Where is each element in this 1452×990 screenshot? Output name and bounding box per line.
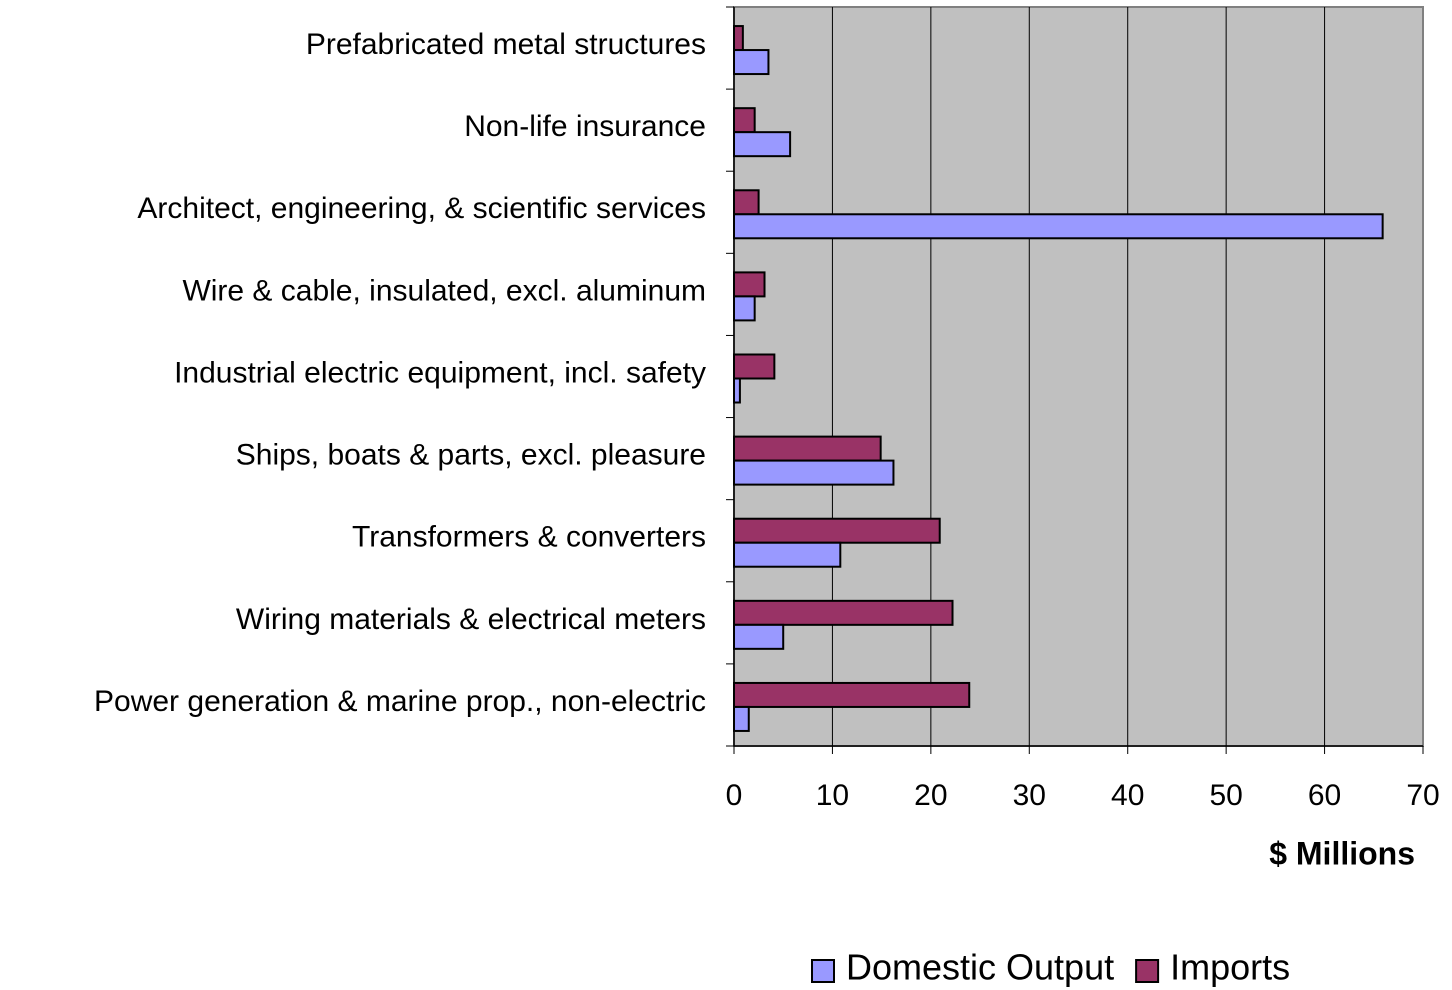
legend-swatch	[811, 959, 835, 983]
bar	[733, 271, 766, 298]
y-tick-label: Industrial electric equipment, incl. saf…	[174, 356, 706, 389]
y-tick-label: Ships, boats & parts, excl. pleasure	[236, 439, 706, 472]
x-tick-label: 50	[1209, 779, 1242, 812]
bar	[733, 705, 750, 732]
bar	[733, 131, 792, 158]
plot-area	[733, 6, 1424, 747]
bar	[733, 599, 954, 626]
y-tick-label: Non-life insurance	[464, 110, 706, 143]
y-tick-label: Wire & cable, insulated, excl. aluminum	[182, 274, 706, 307]
y-tick-label: Prefabricated metal structures	[306, 28, 706, 61]
x-tick-label: 30	[1013, 779, 1046, 812]
legend-label: Domestic Output	[846, 947, 1114, 988]
bar	[733, 435, 882, 462]
x-axis-label: $ Millions	[1269, 835, 1415, 871]
bar	[733, 459, 895, 486]
bar	[733, 213, 1384, 240]
x-tick-label: 40	[1111, 779, 1144, 812]
bar	[733, 25, 744, 52]
legend-label: Imports	[1170, 947, 1290, 988]
x-tick-label: 60	[1308, 779, 1341, 812]
y-tick-label: Architect, engineering, & scientific ser…	[137, 192, 706, 225]
bar	[733, 295, 756, 322]
bar	[733, 517, 941, 544]
y-tick-label: Wiring materials & electrical meters	[236, 603, 706, 636]
bar	[733, 541, 842, 568]
bar	[733, 377, 741, 404]
bar	[733, 353, 776, 380]
bar	[733, 189, 760, 216]
x-tick-label: 20	[914, 779, 947, 812]
bar	[733, 623, 785, 650]
bar	[733, 107, 756, 134]
bar	[733, 681, 971, 708]
y-tick-label: Power generation & marine prop., non-ele…	[94, 685, 706, 718]
x-tick-label: 10	[816, 779, 849, 812]
bar	[733, 49, 770, 76]
y-tick-label: Transformers & converters	[352, 521, 706, 554]
x-tick-label: 70	[1406, 779, 1439, 812]
legend-swatch	[1135, 959, 1160, 983]
x-tick-label: 0	[726, 779, 743, 812]
